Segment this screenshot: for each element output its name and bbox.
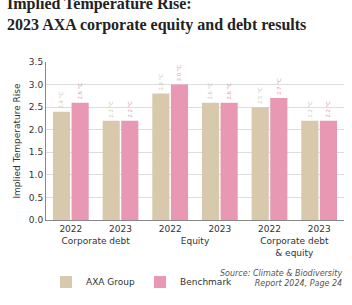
svg-text:Source: Climate & Biodiversity: Source: Climate & BiodiversityReport 202… (220, 269, 342, 288)
svg-text:2022: 2022 (258, 224, 281, 234)
svg-text:2.0: 2.0 (29, 125, 44, 135)
svg-text:2.2 °C: 2.2 °C (127, 101, 133, 118)
svg-text:0.0: 0.0 (29, 215, 44, 225)
svg-text:2.5: 2.5 (29, 102, 43, 112)
svg-text:1.0: 1.0 (29, 170, 44, 180)
svg-text:Implied Temperature Rise:2023: Implied Temperature Rise:2023 AXA corpor… (7, 0, 306, 34)
svg-text:Corporate debt: Corporate debt (61, 236, 130, 246)
svg-text:2.8 °C: 2.8 °C (158, 74, 164, 91)
svg-text:2.5 °C: 2.5 °C (257, 87, 263, 104)
svg-text:2.2 °C: 2.2 °C (325, 101, 331, 118)
svg-text:2.7 °C: 2.7 °C (276, 78, 282, 95)
svg-text:2022: 2022 (59, 224, 82, 234)
svg-text:Benchmark: Benchmark (180, 277, 232, 287)
svg-text:2023: 2023 (308, 224, 331, 234)
svg-text:Equity: Equity (181, 236, 210, 246)
svg-text:2.6 °C: 2.6 °C (77, 83, 83, 100)
svg-text:2022: 2022 (159, 224, 182, 234)
svg-text:AXA Group: AXA Group (86, 277, 135, 287)
svg-text:2.2 °C: 2.2 °C (108, 101, 114, 118)
svg-text:Corporate debt& equity: Corporate debt& equity (260, 236, 329, 258)
svg-text:2.6 °C: 2.6 °C (207, 83, 213, 100)
svg-text:Implied Temperature Rise: Implied Temperature Rise (12, 83, 22, 199)
svg-text:3.0: 3.0 (29, 80, 44, 90)
svg-text:2.2 °C: 2.2 °C (307, 101, 313, 118)
svg-text:3.0 °C: 3.0 °C (176, 65, 182, 82)
svg-text:2023: 2023 (208, 224, 231, 234)
svg-text:2023: 2023 (109, 224, 132, 234)
svg-text:1.5: 1.5 (29, 147, 43, 157)
svg-text:2.4 °C: 2.4 °C (58, 92, 64, 109)
svg-text:3.5: 3.5 (29, 57, 43, 67)
svg-text:2.6 °C: 2.6 °C (226, 83, 232, 100)
svg-text:0.5: 0.5 (29, 193, 43, 203)
